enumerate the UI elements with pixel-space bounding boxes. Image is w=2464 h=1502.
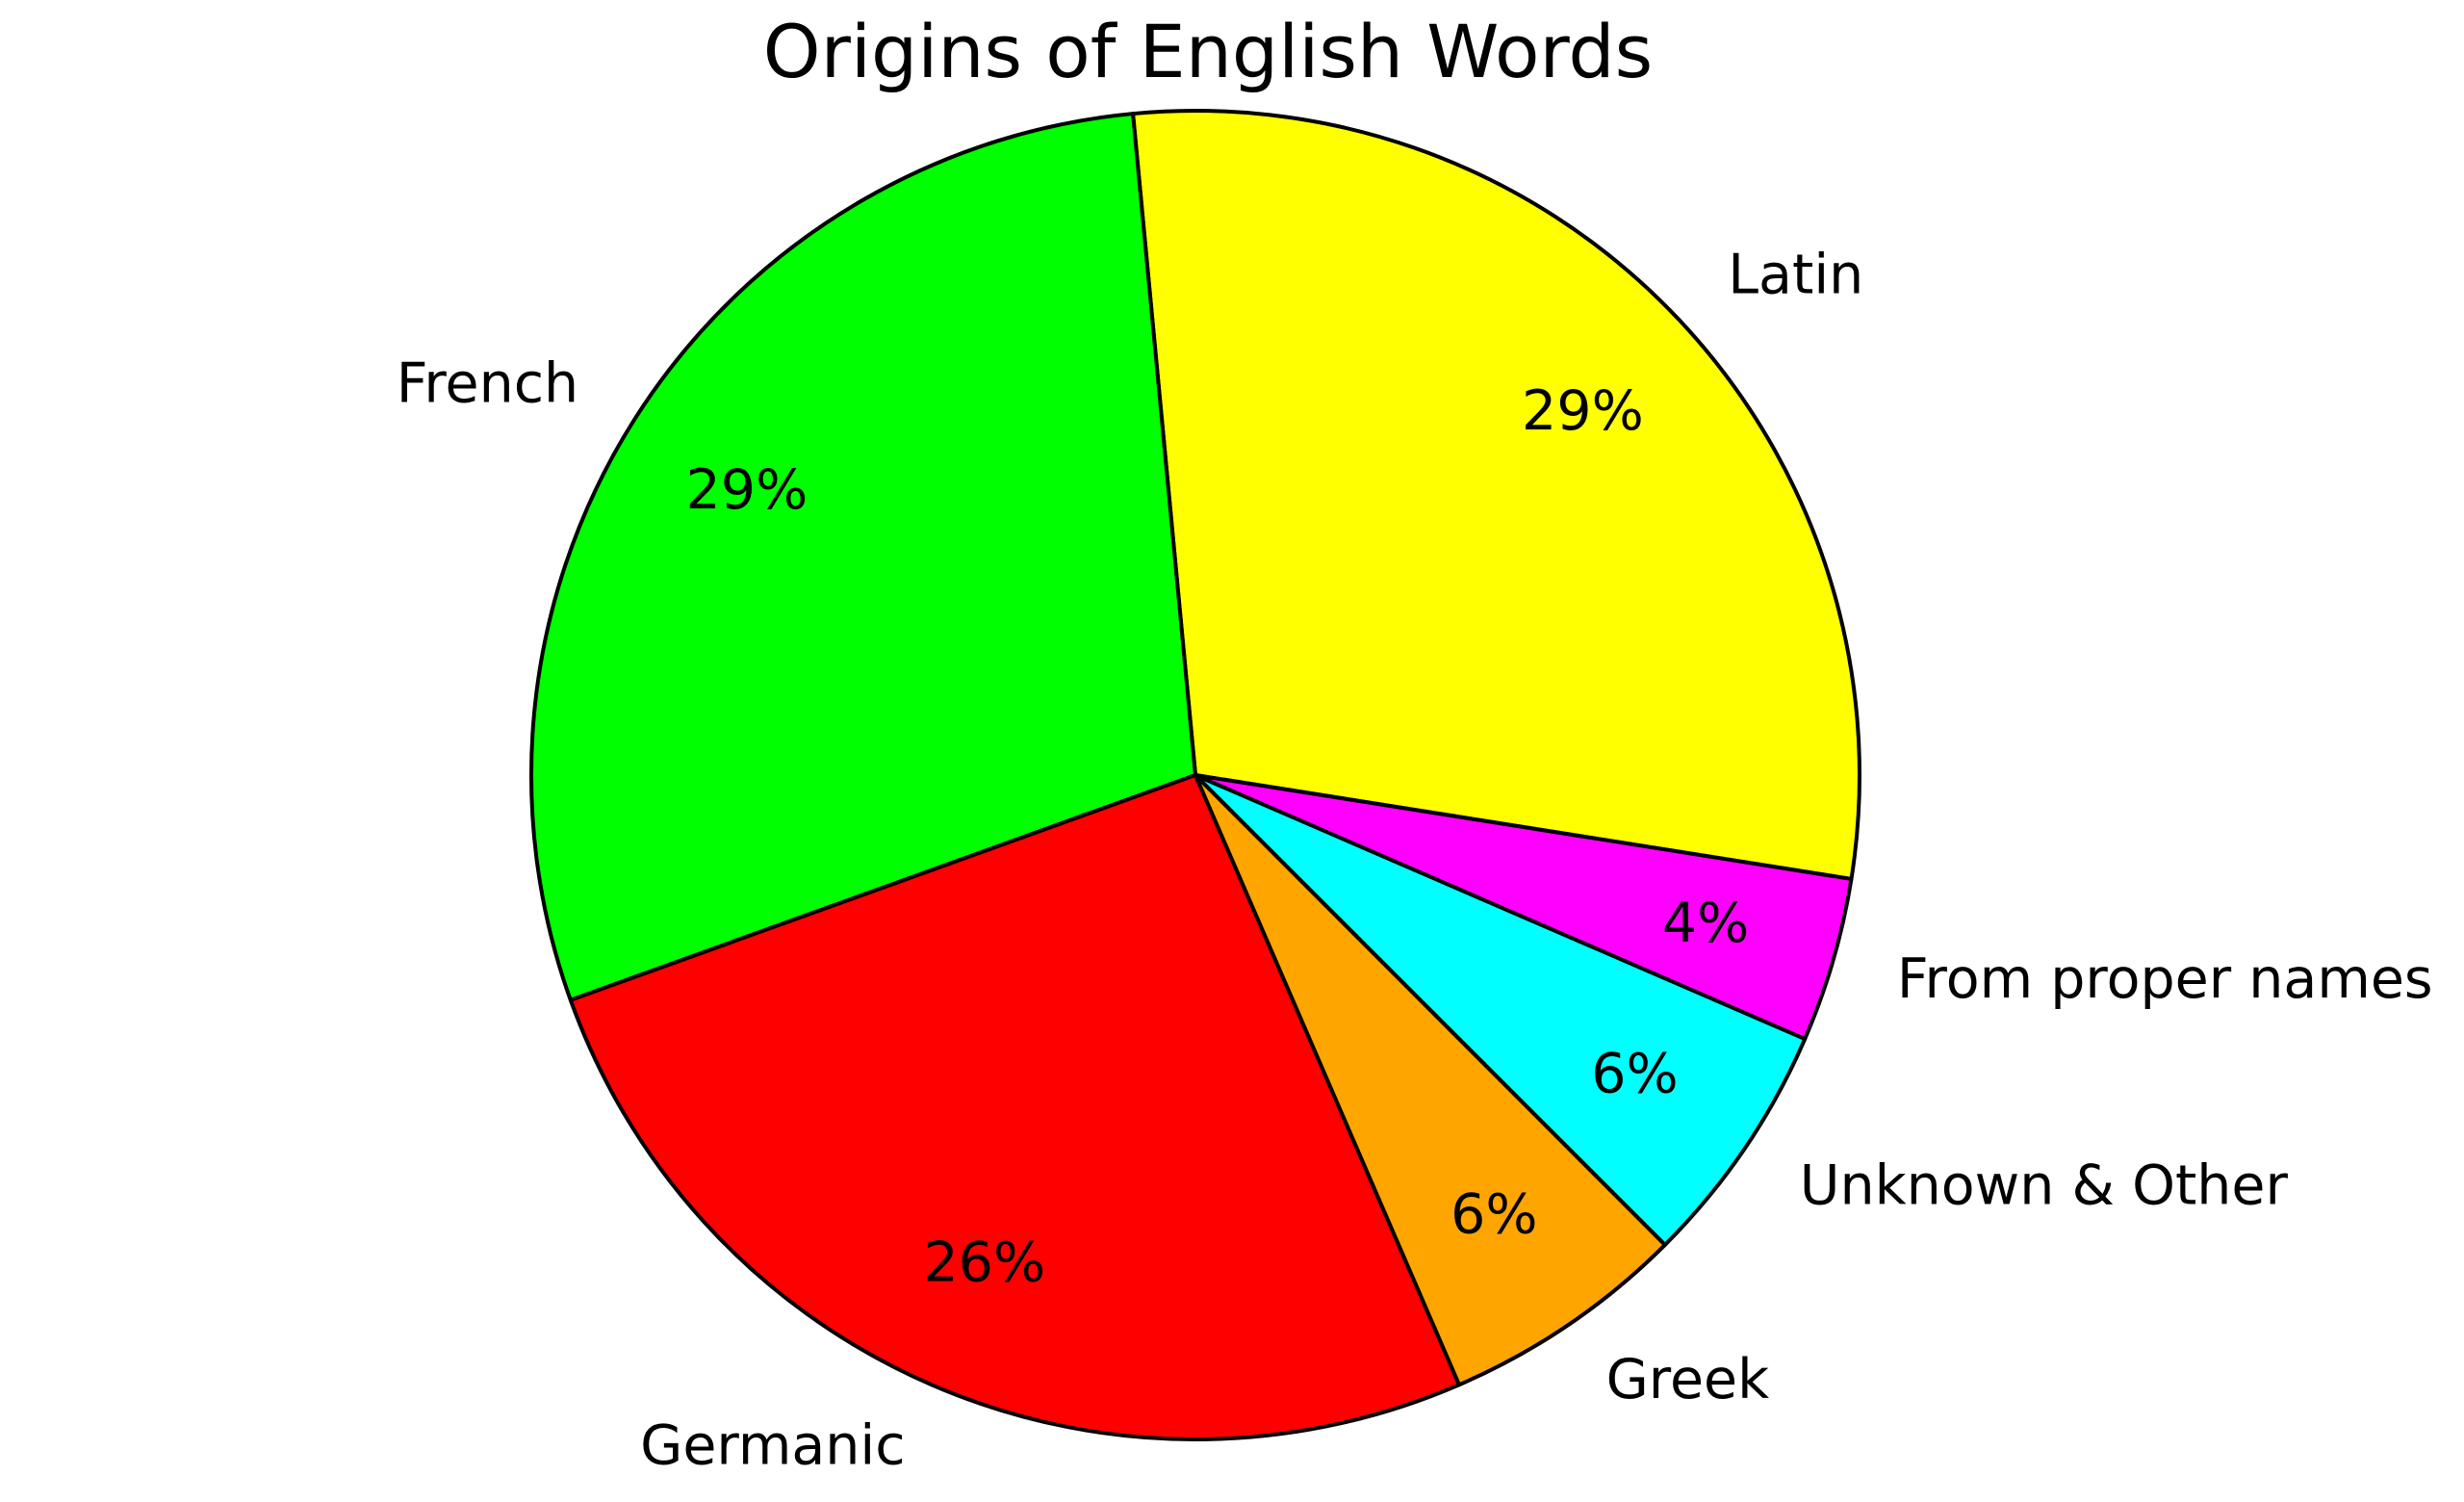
pct-label-unknown-other: 6% [1591,1042,1678,1105]
pie-slice-latin [1131,108,1861,881]
slice-label-germanic: Germanic [640,1414,905,1478]
slice-label-french: French [397,351,578,415]
slice-label-from-proper-names: From proper names [1897,947,2433,1011]
slice-label-unknown-other: Unknown & Other [1800,1154,2289,1218]
pct-label-greek: 6% [1450,1183,1537,1247]
pie-slice-french [528,112,1197,1002]
pie-slice-greek [1194,773,1667,1387]
slice-label-greek: Greek [1606,1348,1770,1411]
pct-label-french: 29% [686,458,808,522]
pie-slice-germanic [568,773,1462,1441]
pie-slice-unknown-other [1194,773,1808,1247]
chart-title: Origins of English Words [762,9,1654,94]
pct-label-germanic: 26% [923,1231,1045,1295]
pct-label-from-proper-names: 4% [1662,892,1749,955]
pie-slice-from-proper-names [1194,773,1854,1042]
slice-label-latin: Latin [1728,243,1863,306]
pct-label-latin: 29% [1522,379,1644,443]
